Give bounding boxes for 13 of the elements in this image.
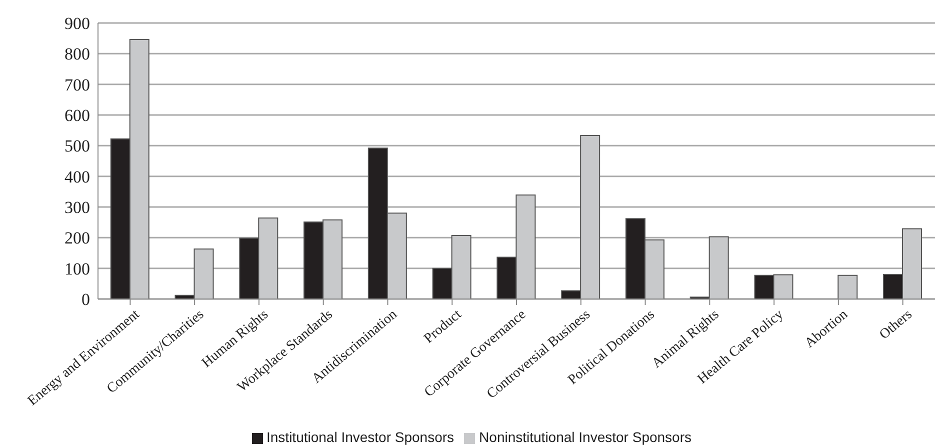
y-tick-label: 800 <box>64 44 90 64</box>
legend-label: Institutional Investor Sponsors <box>266 429 454 445</box>
bar <box>838 274 858 299</box>
y-tick-label: 700 <box>64 75 90 94</box>
y-tick-label: 600 <box>64 106 90 126</box>
y-tick-label: 300 <box>64 198 90 218</box>
y-tick-label: 100 <box>64 259 90 278</box>
y-tick-label: 200 <box>64 228 90 248</box>
legend-label: Noninstitutional Investor Sponsors <box>479 429 692 445</box>
y-tick-label: 500 <box>64 136 90 156</box>
y-tick-label: 0 <box>82 290 90 310</box>
y-tick-label: 400 <box>64 167 90 186</box>
y-tick-label: 900 <box>64 14 90 34</box>
